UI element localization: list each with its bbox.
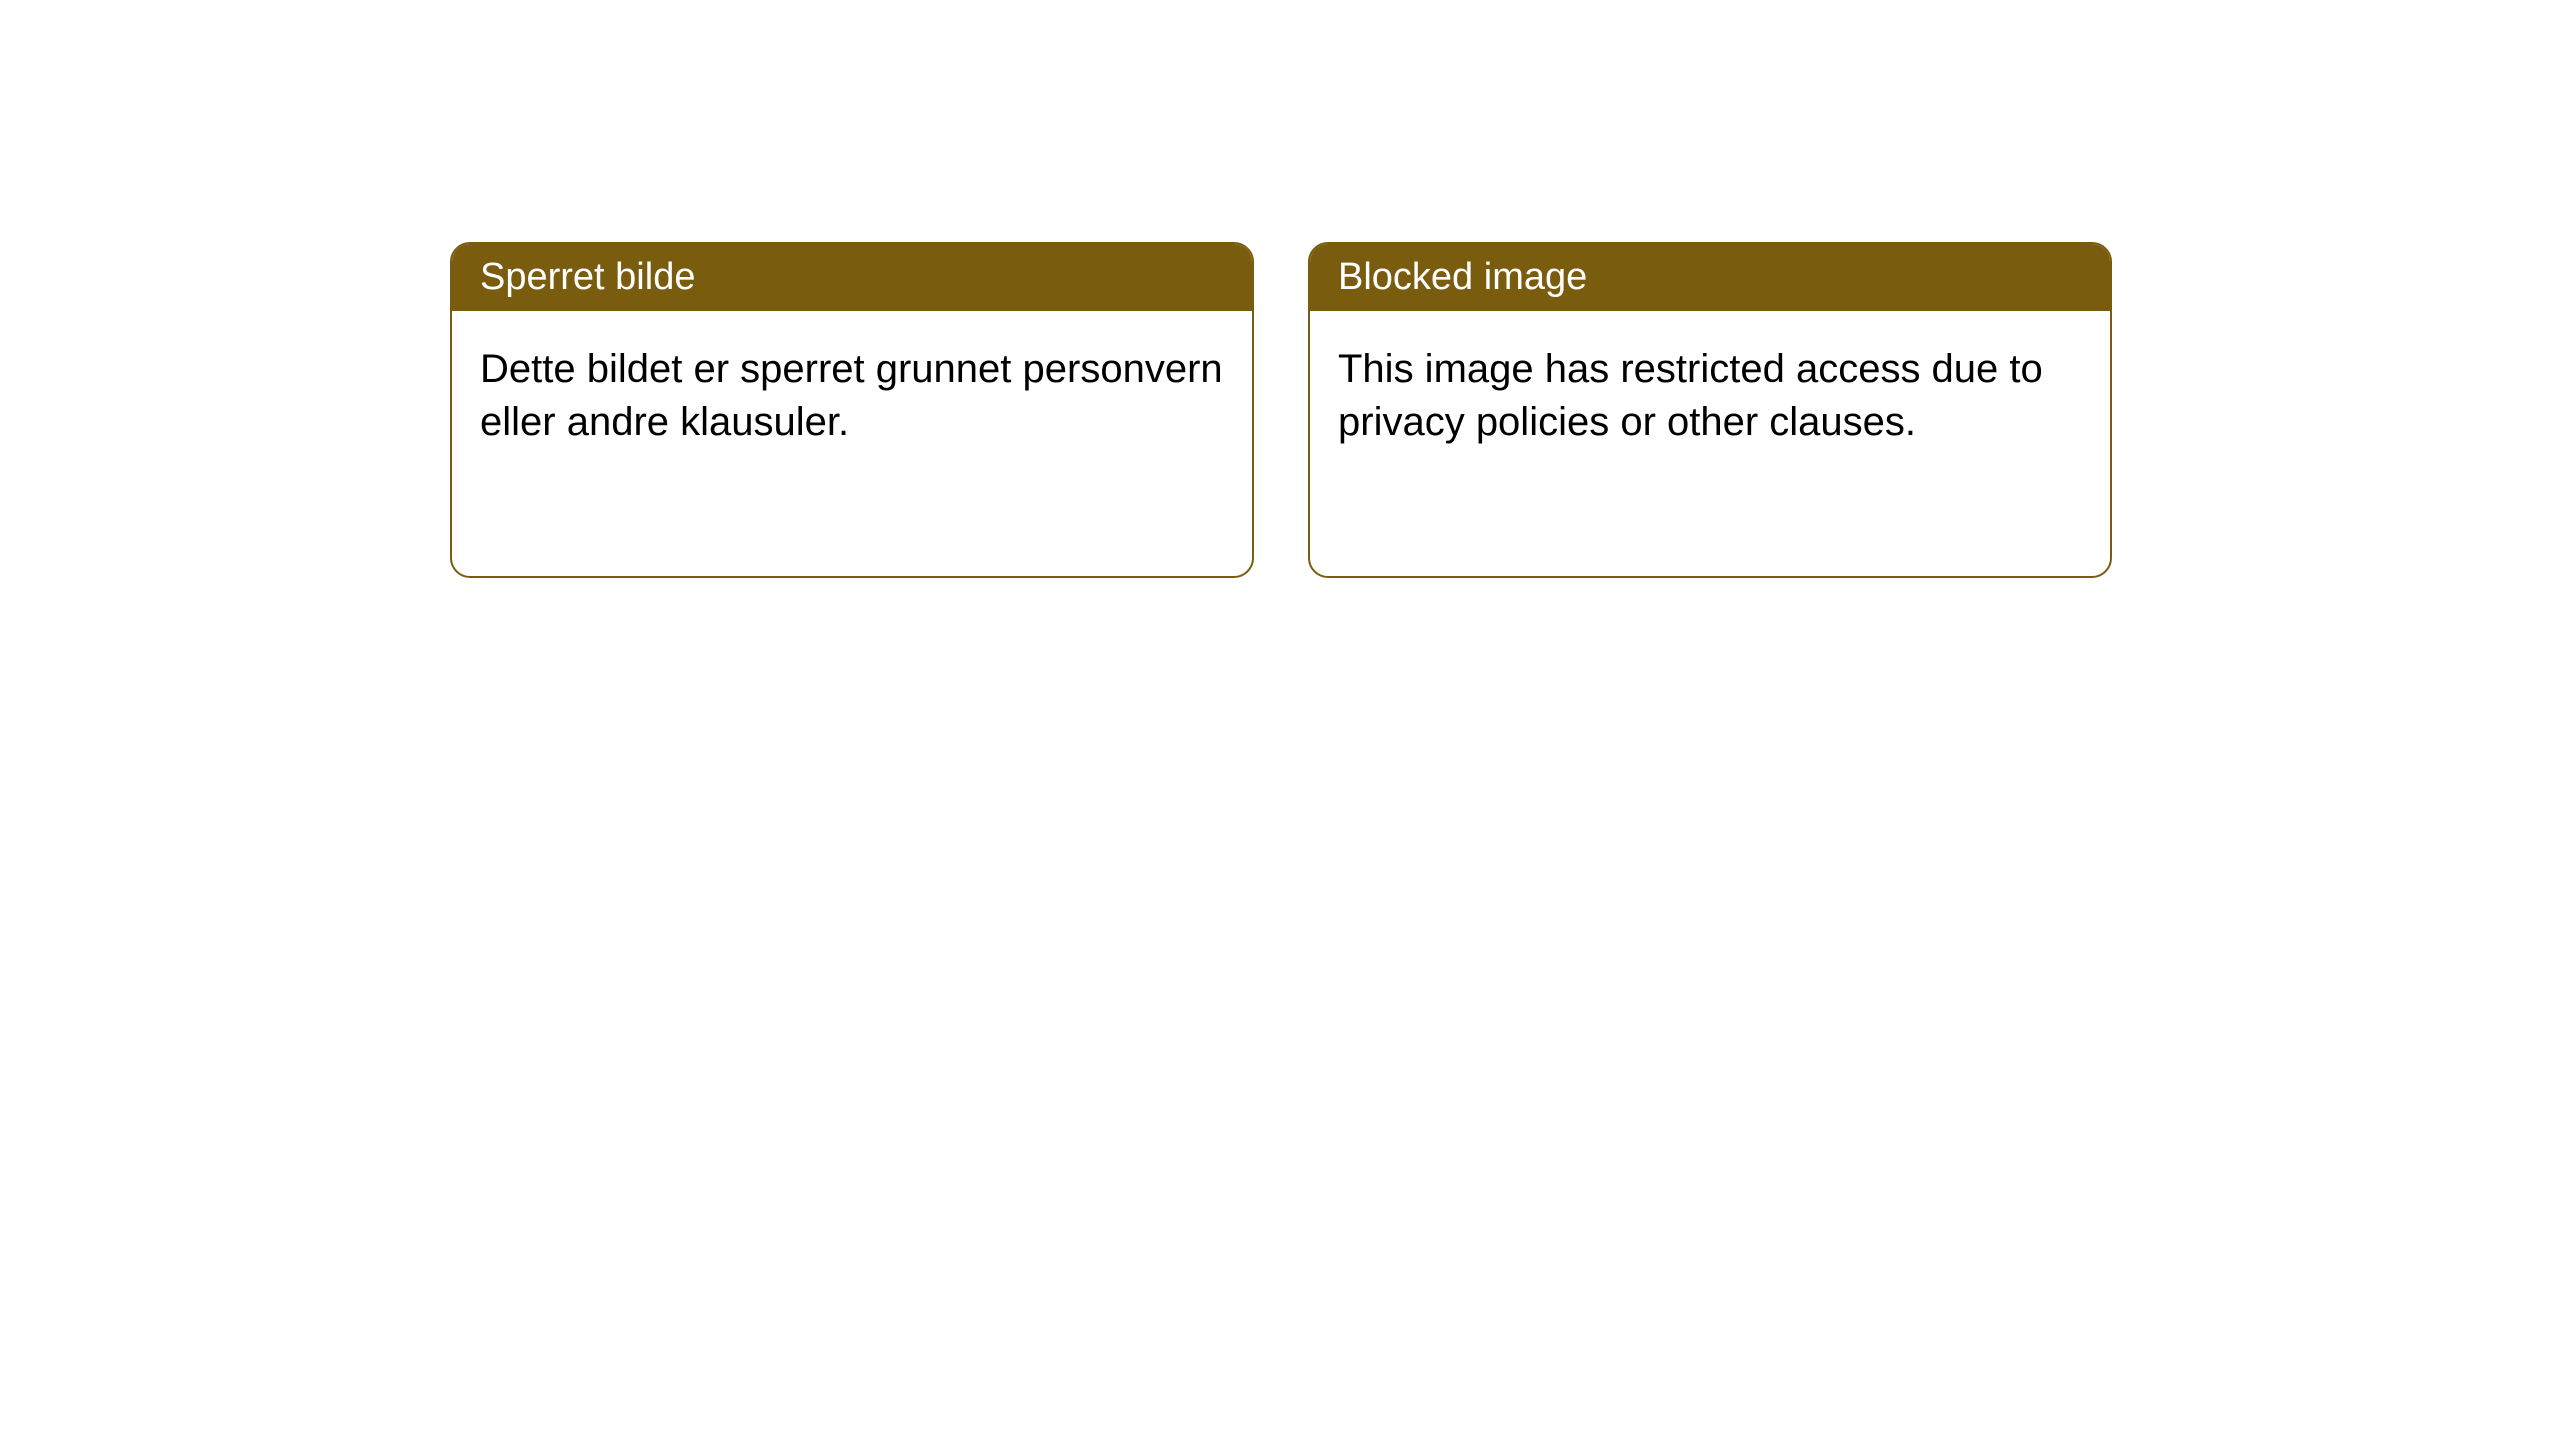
notice-container: Sperret bilde Dette bildet er sperret gr… <box>450 242 2112 578</box>
notice-card-norwegian: Sperret bilde Dette bildet er sperret gr… <box>450 242 1254 578</box>
notice-body: Dette bildet er sperret grunnet personve… <box>452 311 1252 481</box>
notice-body: This image has restricted access due to … <box>1310 311 2110 481</box>
notice-title: Sperret bilde <box>452 244 1252 311</box>
notice-title: Blocked image <box>1310 244 2110 311</box>
notice-card-english: Blocked image This image has restricted … <box>1308 242 2112 578</box>
